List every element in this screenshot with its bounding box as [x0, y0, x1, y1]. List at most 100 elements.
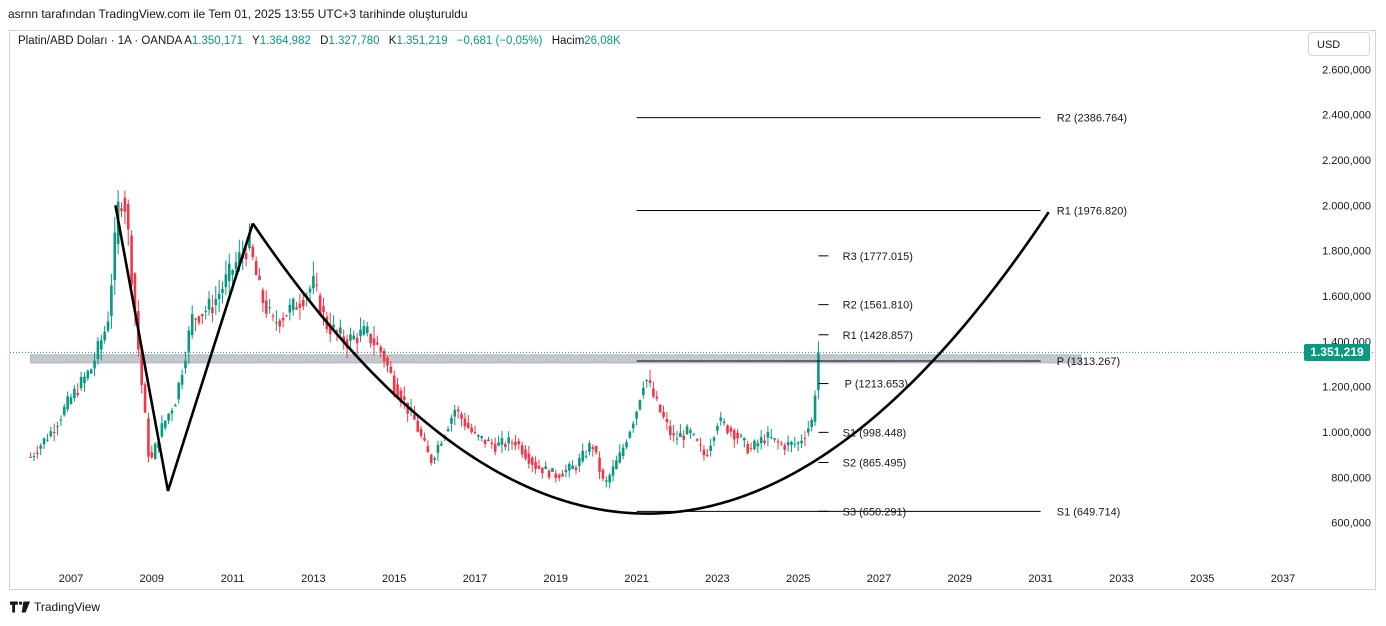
- candle-body: [766, 431, 770, 438]
- pivot-label: S3 (650.291): [843, 506, 907, 518]
- candle-body: [318, 295, 322, 315]
- candle-body: [322, 306, 325, 313]
- legend-high-label: Y: [252, 35, 260, 47]
- candle-body: [369, 333, 372, 344]
- candle-body: [349, 334, 352, 341]
- candle-body: [719, 417, 723, 421]
- candle-body: [126, 204, 130, 230]
- candle-body: [796, 442, 800, 444]
- legend-symbol[interactable]: Platin/ABD Doları · 1A · OANDA: [18, 35, 182, 47]
- candle-body: [62, 406, 66, 415]
- legend-volume: 26,08K: [584, 35, 621, 47]
- candle-body: [611, 466, 615, 476]
- candle-body: [470, 427, 473, 433]
- candle-body: [514, 441, 517, 446]
- candle-body: [429, 454, 433, 464]
- candle-body: [396, 384, 399, 399]
- candle-body: [510, 442, 514, 444]
- candle-body: [204, 310, 207, 312]
- candle-body: [709, 445, 712, 451]
- candle-body: [160, 423, 164, 437]
- candle-body: [147, 418, 150, 457]
- candle-body: [638, 400, 642, 410]
- candle-body: [790, 441, 793, 445]
- candle-body: [668, 426, 672, 436]
- candle-body: [150, 452, 154, 458]
- candle-body: [76, 393, 80, 395]
- candle-body: [813, 395, 817, 422]
- candle-body: [86, 370, 90, 379]
- candle-body: [217, 293, 221, 300]
- candle-body: [113, 232, 117, 281]
- candle-body: [450, 417, 453, 424]
- candle-body: [140, 348, 143, 385]
- candle-body: [234, 262, 238, 269]
- candle-body: [557, 475, 561, 478]
- candle-body: [591, 447, 595, 449]
- candle-body: [261, 290, 265, 303]
- pivot-label: S1 (998.448): [843, 427, 907, 439]
- candle-body: [679, 432, 682, 438]
- legend-change: −0,681 (−0,05%): [456, 35, 543, 47]
- candle-body: [416, 420, 420, 432]
- price-chart[interactable]: R2 (2386.764) R1 (1976.820) P (1313.267) S1…: [10, 31, 1376, 590]
- candle-body: [335, 330, 339, 332]
- candle-body: [739, 435, 743, 437]
- y-axis-tick-label: 1.200,000: [1322, 382, 1371, 394]
- candle-body: [699, 444, 702, 446]
- candle-body: [567, 463, 571, 471]
- candle-body: [29, 456, 32, 458]
- x-axis-tick-label: 2033: [1109, 573, 1133, 585]
- currency-button[interactable]: USD: [1308, 32, 1370, 56]
- candle-body: [517, 441, 521, 445]
- candle-body: [625, 442, 628, 448]
- candle-body: [399, 390, 403, 403]
- candle-body: [386, 357, 389, 366]
- candle-body: [466, 422, 470, 429]
- candle-body: [473, 432, 477, 433]
- pivot-label: S2 (865.495): [843, 457, 907, 469]
- x-axis-tick-label: 2023: [705, 573, 729, 585]
- candle-body: [248, 234, 251, 248]
- y-axis-tick-label: 1.000,000: [1322, 427, 1371, 439]
- pivot-label: S1 (649.714): [1057, 506, 1121, 518]
- candle-body: [180, 375, 184, 385]
- candle-body: [89, 369, 93, 374]
- y-axis-tick-label: 800,000: [1331, 472, 1371, 484]
- candle-body: [258, 275, 261, 281]
- candle-body: [227, 263, 231, 281]
- x-axis-tick-label: 2019: [544, 573, 568, 585]
- candle-body: [783, 445, 787, 450]
- footer-brand[interactable]: TradingView: [10, 600, 100, 614]
- candle-body: [446, 429, 450, 432]
- candle-body: [440, 443, 443, 446]
- candle-body: [463, 418, 467, 427]
- candle-body: [608, 475, 611, 483]
- candle-body: [642, 387, 645, 396]
- candle-body: [537, 466, 541, 469]
- candle-body: [174, 405, 177, 407]
- candle-body: [483, 439, 487, 444]
- candle-body: [800, 440, 803, 444]
- x-axis-tick-label: 2035: [1190, 573, 1214, 585]
- candle-body: [504, 444, 507, 447]
- candle-body: [658, 404, 662, 413]
- x-axis-tick-label: 2015: [382, 573, 406, 585]
- candle-body: [436, 445, 440, 453]
- y-axis-tick-label: 1.600,000: [1322, 291, 1371, 303]
- candle-body: [631, 423, 635, 429]
- y-axis-tick-label: 1.800,000: [1322, 246, 1371, 258]
- candle-body: [729, 427, 733, 432]
- candle-body: [541, 467, 544, 474]
- candle-body: [692, 433, 696, 435]
- candle-body: [635, 411, 638, 419]
- candle-body: [578, 458, 581, 467]
- chart-frame[interactable]: R2 (2386.764) R1 (1976.820) P (1313.267) S1…: [9, 30, 1376, 590]
- candle-body: [224, 274, 228, 287]
- y-axis-tick-label: 600,000: [1331, 518, 1371, 530]
- x-axis-tick-label: 2031: [1028, 573, 1052, 585]
- x-axis-tick-label: 2017: [463, 573, 487, 585]
- candle-body: [780, 443, 783, 445]
- candle-body: [69, 397, 73, 404]
- candle-body: [66, 396, 69, 410]
